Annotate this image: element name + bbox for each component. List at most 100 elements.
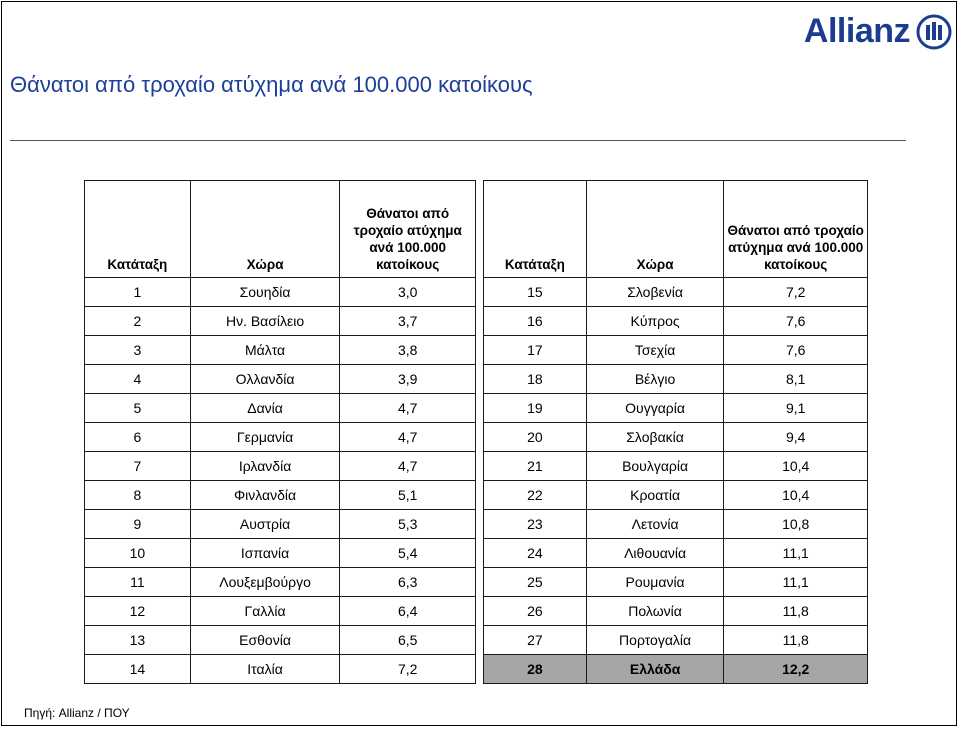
table-row: 14 Ιταλία 7,2: [84, 654, 476, 684]
value-cell: 4,7: [339, 393, 476, 423]
rank-cell: 21: [483, 451, 587, 481]
country-cell: Ιταλία: [189, 654, 341, 684]
value-cell: 4,7: [339, 451, 476, 481]
value-cell: 6,4: [339, 596, 476, 626]
value-cell: 7,2: [723, 277, 868, 307]
value-cell: 9,4: [723, 422, 868, 452]
rank-cell: 25: [483, 567, 587, 597]
source-note: Πηγή: Allianz / ΠΟΥ: [24, 706, 130, 720]
header-rank: Κατάταξη: [84, 180, 191, 278]
table-row: 6 Γερμανία 4,7: [84, 422, 476, 452]
allianz-eagle-icon: [916, 14, 952, 49]
country-cell: Ρουμανία: [585, 567, 725, 597]
rank-cell: 3: [84, 335, 191, 365]
table-row: 27 Πορτογαλία 11,8: [483, 625, 868, 655]
value-cell: 3,7: [339, 306, 476, 336]
country-cell: Δανία: [189, 393, 341, 423]
rank-cell: 9: [84, 509, 191, 539]
value-cell: 8,1: [723, 364, 868, 394]
header-deaths: Θάνατοι από τροχαίο ατύχημα ανά 100.000 …: [339, 180, 476, 278]
table-row-highlighted: 28 Ελλάδα 12,2: [483, 654, 868, 684]
header-deaths: Θάνατοι από τροχαίο ατύχημα ανά 100.000 …: [723, 180, 868, 278]
country-cell: Ολλανδία: [189, 364, 341, 394]
rank-cell: 28: [483, 654, 587, 684]
country-cell: Μάλτα: [189, 335, 341, 365]
table-row: 13 Εσθονία 6,5: [84, 625, 476, 655]
country-cell: Πολωνία: [585, 596, 725, 626]
value-cell: 11,1: [723, 567, 868, 597]
country-cell: Ουγγαρία: [585, 393, 725, 423]
table-row: 16 Κύπρος 7,6: [483, 306, 868, 336]
country-cell: Βέλγιο: [585, 364, 725, 394]
value-cell: 6,5: [339, 625, 476, 655]
rank-cell: 5: [84, 393, 191, 423]
table-row: 25 Ρουμανία 11,1: [483, 567, 868, 597]
country-cell: Κροατία: [585, 480, 725, 510]
country-cell: Ιρλανδία: [189, 451, 341, 481]
rank-cell: 8: [84, 480, 191, 510]
value-cell: 11,8: [723, 596, 868, 626]
rank-cell: 26: [483, 596, 587, 626]
table-row: 10 Ισπανία 5,4: [84, 538, 476, 568]
value-cell: 5,4: [339, 538, 476, 568]
value-cell: 10,4: [723, 480, 868, 510]
rank-cell: 15: [483, 277, 587, 307]
country-cell: Πορτογαλία: [585, 625, 725, 655]
header-country: Χώρα: [585, 180, 725, 278]
value-cell: 5,1: [339, 480, 476, 510]
country-cell: Τσεχία: [585, 335, 725, 365]
rank-cell: 2: [84, 306, 191, 336]
rank-cell: 14: [84, 654, 191, 684]
table-row: 3 Μάλτα 3,8: [84, 335, 476, 365]
brand-name: Allianz: [803, 12, 911, 50]
page-title: Θάνατοι από τροχαίο ατύχημα ανά 100.000 …: [10, 72, 533, 97]
table-row: 11 Λουξεμβούργο 6,3: [84, 567, 476, 597]
value-cell: 12,2: [723, 654, 868, 684]
ranking-table-left: Κατάταξη Χώρα Θάνατοι από τροχαίο ατύχημ…: [84, 180, 476, 684]
value-cell: 9,1: [723, 393, 868, 423]
country-cell: Σουηδία: [189, 277, 341, 307]
header-country: Χώρα: [189, 180, 341, 278]
rank-cell: 11: [84, 567, 191, 597]
table-header-row: Κατάταξη Χώρα Θάνατοι από τροχαίο ατύχημ…: [483, 180, 868, 278]
country-cell: Σλοβακία: [585, 422, 725, 452]
rank-cell: 4: [84, 364, 191, 394]
rank-cell: 7: [84, 451, 191, 481]
table-row: 26 Πολωνία 11,8: [483, 596, 868, 626]
rank-cell: 6: [84, 422, 191, 452]
table-row: 2 Ην. Βασίλειο 3,7: [84, 306, 476, 336]
rank-cell: 10: [84, 538, 191, 568]
value-cell: 6,3: [339, 567, 476, 597]
rank-cell: 20: [483, 422, 587, 452]
value-cell: 5,3: [339, 509, 476, 539]
value-cell: 3,9: [339, 364, 476, 394]
country-cell: Βουλγαρία: [585, 451, 725, 481]
country-cell: Λουξεμβούργο: [189, 567, 341, 597]
value-cell: 7,6: [723, 335, 868, 365]
country-cell: Ισπανία: [189, 538, 341, 568]
rank-cell: 13: [84, 625, 191, 655]
rank-cell: 24: [483, 538, 587, 568]
rank-cell: 27: [483, 625, 587, 655]
table-row: 21 Βουλγαρία 10,4: [483, 451, 868, 481]
table-header-row: Κατάταξη Χώρα Θάνατοι από τροχαίο ατύχημ…: [84, 180, 476, 278]
table-row: 12 Γαλλία 6,4: [84, 596, 476, 626]
country-cell: Λιθουανία: [585, 538, 725, 568]
table-row: 19 Ουγγαρία 9,1: [483, 393, 868, 423]
rank-cell: 23: [483, 509, 587, 539]
value-cell: 10,4: [723, 451, 868, 481]
table-row: 23 Λετονία 10,8: [483, 509, 868, 539]
table-row: 5 Δανία 4,7: [84, 393, 476, 423]
country-cell: Ελλάδα: [585, 654, 725, 684]
header-rank: Κατάταξη: [483, 180, 587, 278]
value-cell: 10,8: [723, 509, 868, 539]
rank-cell: 17: [483, 335, 587, 365]
table-row: 1 Σουηδία 3,0: [84, 277, 476, 307]
rank-cell: 18: [483, 364, 587, 394]
table-row: 22 Κροατία 10,4: [483, 480, 868, 510]
rank-cell: 22: [483, 480, 587, 510]
table-row: 7 Ιρλανδία 4,7: [84, 451, 476, 481]
country-cell: Φινλανδία: [189, 480, 341, 510]
value-cell: 3,8: [339, 335, 476, 365]
